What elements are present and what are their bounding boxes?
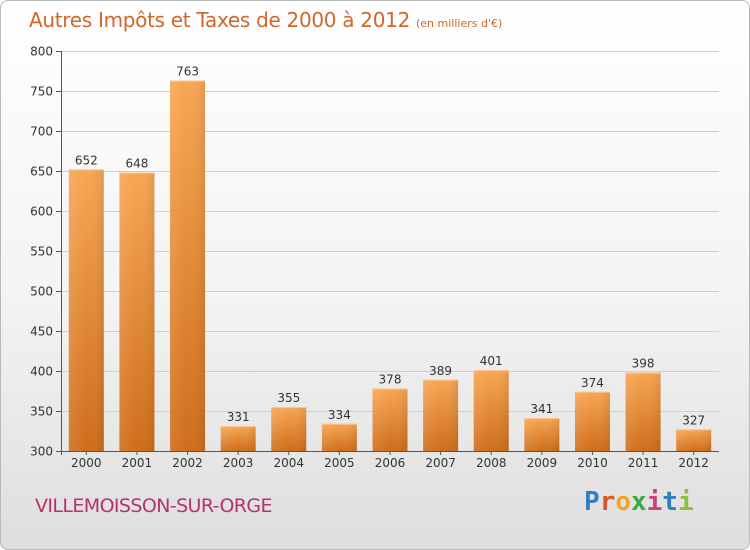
logo-letter: r <box>599 487 616 517</box>
y-tick-label-350: 350 <box>30 405 53 419</box>
value-label-2009: 341 <box>530 402 553 416</box>
x-tick-label-2005: 2005 <box>324 456 355 470</box>
bar-shade-2000 <box>68 169 104 451</box>
bar-shade-2003 <box>220 426 256 451</box>
chart-title: Autres Impôts et Taxes de 2000 à 2012 (en… <box>29 8 502 32</box>
value-label-2007: 389 <box>429 364 452 378</box>
value-label-2012: 327 <box>682 413 705 427</box>
value-label-2011: 398 <box>632 357 655 371</box>
x-tick-label-2007: 2007 <box>425 456 456 470</box>
logo-letter: t <box>662 487 678 517</box>
y-tick-label-450: 450 <box>30 325 53 339</box>
value-label-2006: 378 <box>379 373 402 387</box>
bar-shade-2008 <box>473 370 509 451</box>
bar-shade-2001 <box>119 172 155 451</box>
logo-letter: P <box>584 487 600 517</box>
value-label-2003: 331 <box>227 410 250 424</box>
logo-letter: i <box>646 487 663 517</box>
y-tick-label-800: 800 <box>30 45 53 59</box>
y-tick-label-500: 500 <box>30 285 53 299</box>
bar-shade-2007 <box>423 379 459 451</box>
y-tick-label-600: 600 <box>30 205 53 219</box>
x-tick-label-2012: 2012 <box>678 456 709 470</box>
y-tick-label-650: 650 <box>30 165 53 179</box>
bar-shade-2012 <box>676 429 712 451</box>
x-tick-label-2006: 2006 <box>375 456 406 470</box>
logo-letter: o <box>615 487 631 517</box>
city-name: VILLEMOISSON-SUR-ORGE <box>35 495 273 517</box>
bar-shade-2011 <box>625 372 661 451</box>
x-tick-label-2009: 2009 <box>527 456 558 470</box>
x-tick-label-2008: 2008 <box>476 456 507 470</box>
x-tick-label-2000: 2000 <box>71 456 102 470</box>
value-label-2008: 401 <box>480 354 503 368</box>
proxiti-logo: Proxiti <box>584 487 694 517</box>
x-tick-label-2002: 2002 <box>172 456 203 470</box>
logo-letter: i <box>677 487 694 517</box>
value-label-2010: 374 <box>581 376 604 390</box>
x-tick-label-2003: 2003 <box>223 456 254 470</box>
y-tick-label-550: 550 <box>30 245 53 259</box>
bar-shade-2002 <box>170 80 206 451</box>
logo-letter: x <box>630 487 647 517</box>
value-label-2001: 648 <box>125 157 148 171</box>
value-label-2002: 763 <box>176 65 199 79</box>
x-tick-label-2004: 2004 <box>273 456 304 470</box>
bar-shade-2006 <box>372 388 408 451</box>
chart-title-text: Autres Impôts et Taxes de 2000 à 2012 <box>29 8 410 32</box>
value-label-2004: 355 <box>277 391 300 405</box>
y-tick-label-400: 400 <box>30 365 53 379</box>
chart-subtitle: (en milliers d'€) <box>416 17 503 30</box>
bar-shade-2005 <box>321 423 357 451</box>
bar-shade-2010 <box>574 391 610 451</box>
x-tick-label-2010: 2010 <box>577 456 608 470</box>
y-tick-label-700: 700 <box>30 125 53 139</box>
y-tick-label-300: 300 <box>30 445 53 459</box>
value-label-2005: 334 <box>328 408 351 422</box>
value-label-2000: 652 <box>75 153 98 167</box>
bar-shade-2004 <box>271 407 307 451</box>
x-tick-label-2001: 2001 <box>122 456 153 470</box>
bar-shade-2009 <box>524 418 560 451</box>
x-tick-label-2011: 2011 <box>628 456 659 470</box>
y-tick-label-750: 750 <box>30 85 53 99</box>
